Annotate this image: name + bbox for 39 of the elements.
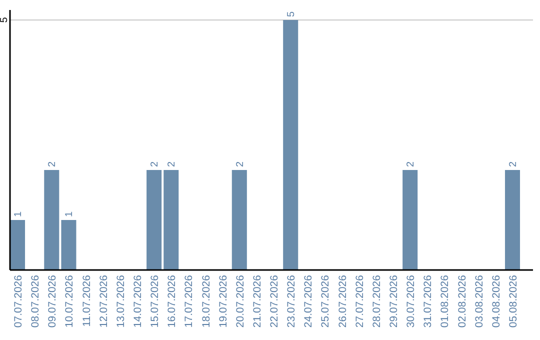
data-label: 2 xyxy=(508,161,519,167)
x-tick-label: 09.07.2026 xyxy=(46,274,59,328)
x-tick-label: 27.07.2026 xyxy=(354,274,366,328)
x-tick-label: 04.08.2026 xyxy=(490,274,502,328)
data-label: 5 xyxy=(286,11,298,17)
x-tick-label: 20.07.2026 xyxy=(234,274,246,328)
data-label: 2 xyxy=(47,161,58,167)
x-tick-label: 23.07.2026 xyxy=(286,274,298,328)
x-tick-label: 28.07.2026 xyxy=(370,274,383,328)
data-label: 1 xyxy=(64,211,76,217)
x-tick-label: 12.07.2026 xyxy=(98,274,110,328)
x-tick-label: 15.07.2026 xyxy=(149,274,162,328)
x-tick-label: 22.07.2026 xyxy=(268,274,281,328)
x-tick-label: 24.07.2026 xyxy=(302,274,315,328)
x-tick-label: 21.07.2026 xyxy=(251,274,264,328)
x-tick-label: 03.08.2026 xyxy=(473,274,486,328)
x-tick-label: 11.07.2026 xyxy=(80,274,93,327)
x-tick-label: 02.08.2026 xyxy=(456,274,468,328)
data-label: 1 xyxy=(13,211,24,217)
data-label: 2 xyxy=(166,161,178,167)
x-tick-label: 31.07.2026 xyxy=(422,274,434,328)
x-tick-label: 07.07.2026 xyxy=(12,274,25,328)
data-label: 2 xyxy=(406,161,417,167)
x-tick-label: 14.07.2026 xyxy=(132,274,144,328)
x-tick-label: 18.07.2026 xyxy=(200,274,212,328)
x-tick-label: 05.08.2026 xyxy=(507,274,520,328)
x-tick-label: 13.07.2026 xyxy=(114,274,127,328)
x-tick-label: 10.07.2026 xyxy=(64,274,76,328)
x-tick-label: 17.07.2026 xyxy=(183,274,196,328)
data-label: 2 xyxy=(234,161,246,167)
x-tick-label: 19.07.2026 xyxy=(217,274,230,328)
x-tick-label: 26.07.2026 xyxy=(336,274,349,328)
x-tick-label: 25.07.2026 xyxy=(320,274,332,328)
x-tick-label: 08.07.2026 xyxy=(30,274,42,328)
x-tick-label: 01.08.2026 xyxy=(439,274,452,328)
data-label: 2 xyxy=(150,161,161,167)
x-tick-label: 16.07.2026 xyxy=(166,274,178,328)
x-tick-label: 30.07.2026 xyxy=(405,274,418,328)
x-tick-label: 29.07.2026 xyxy=(388,274,400,328)
